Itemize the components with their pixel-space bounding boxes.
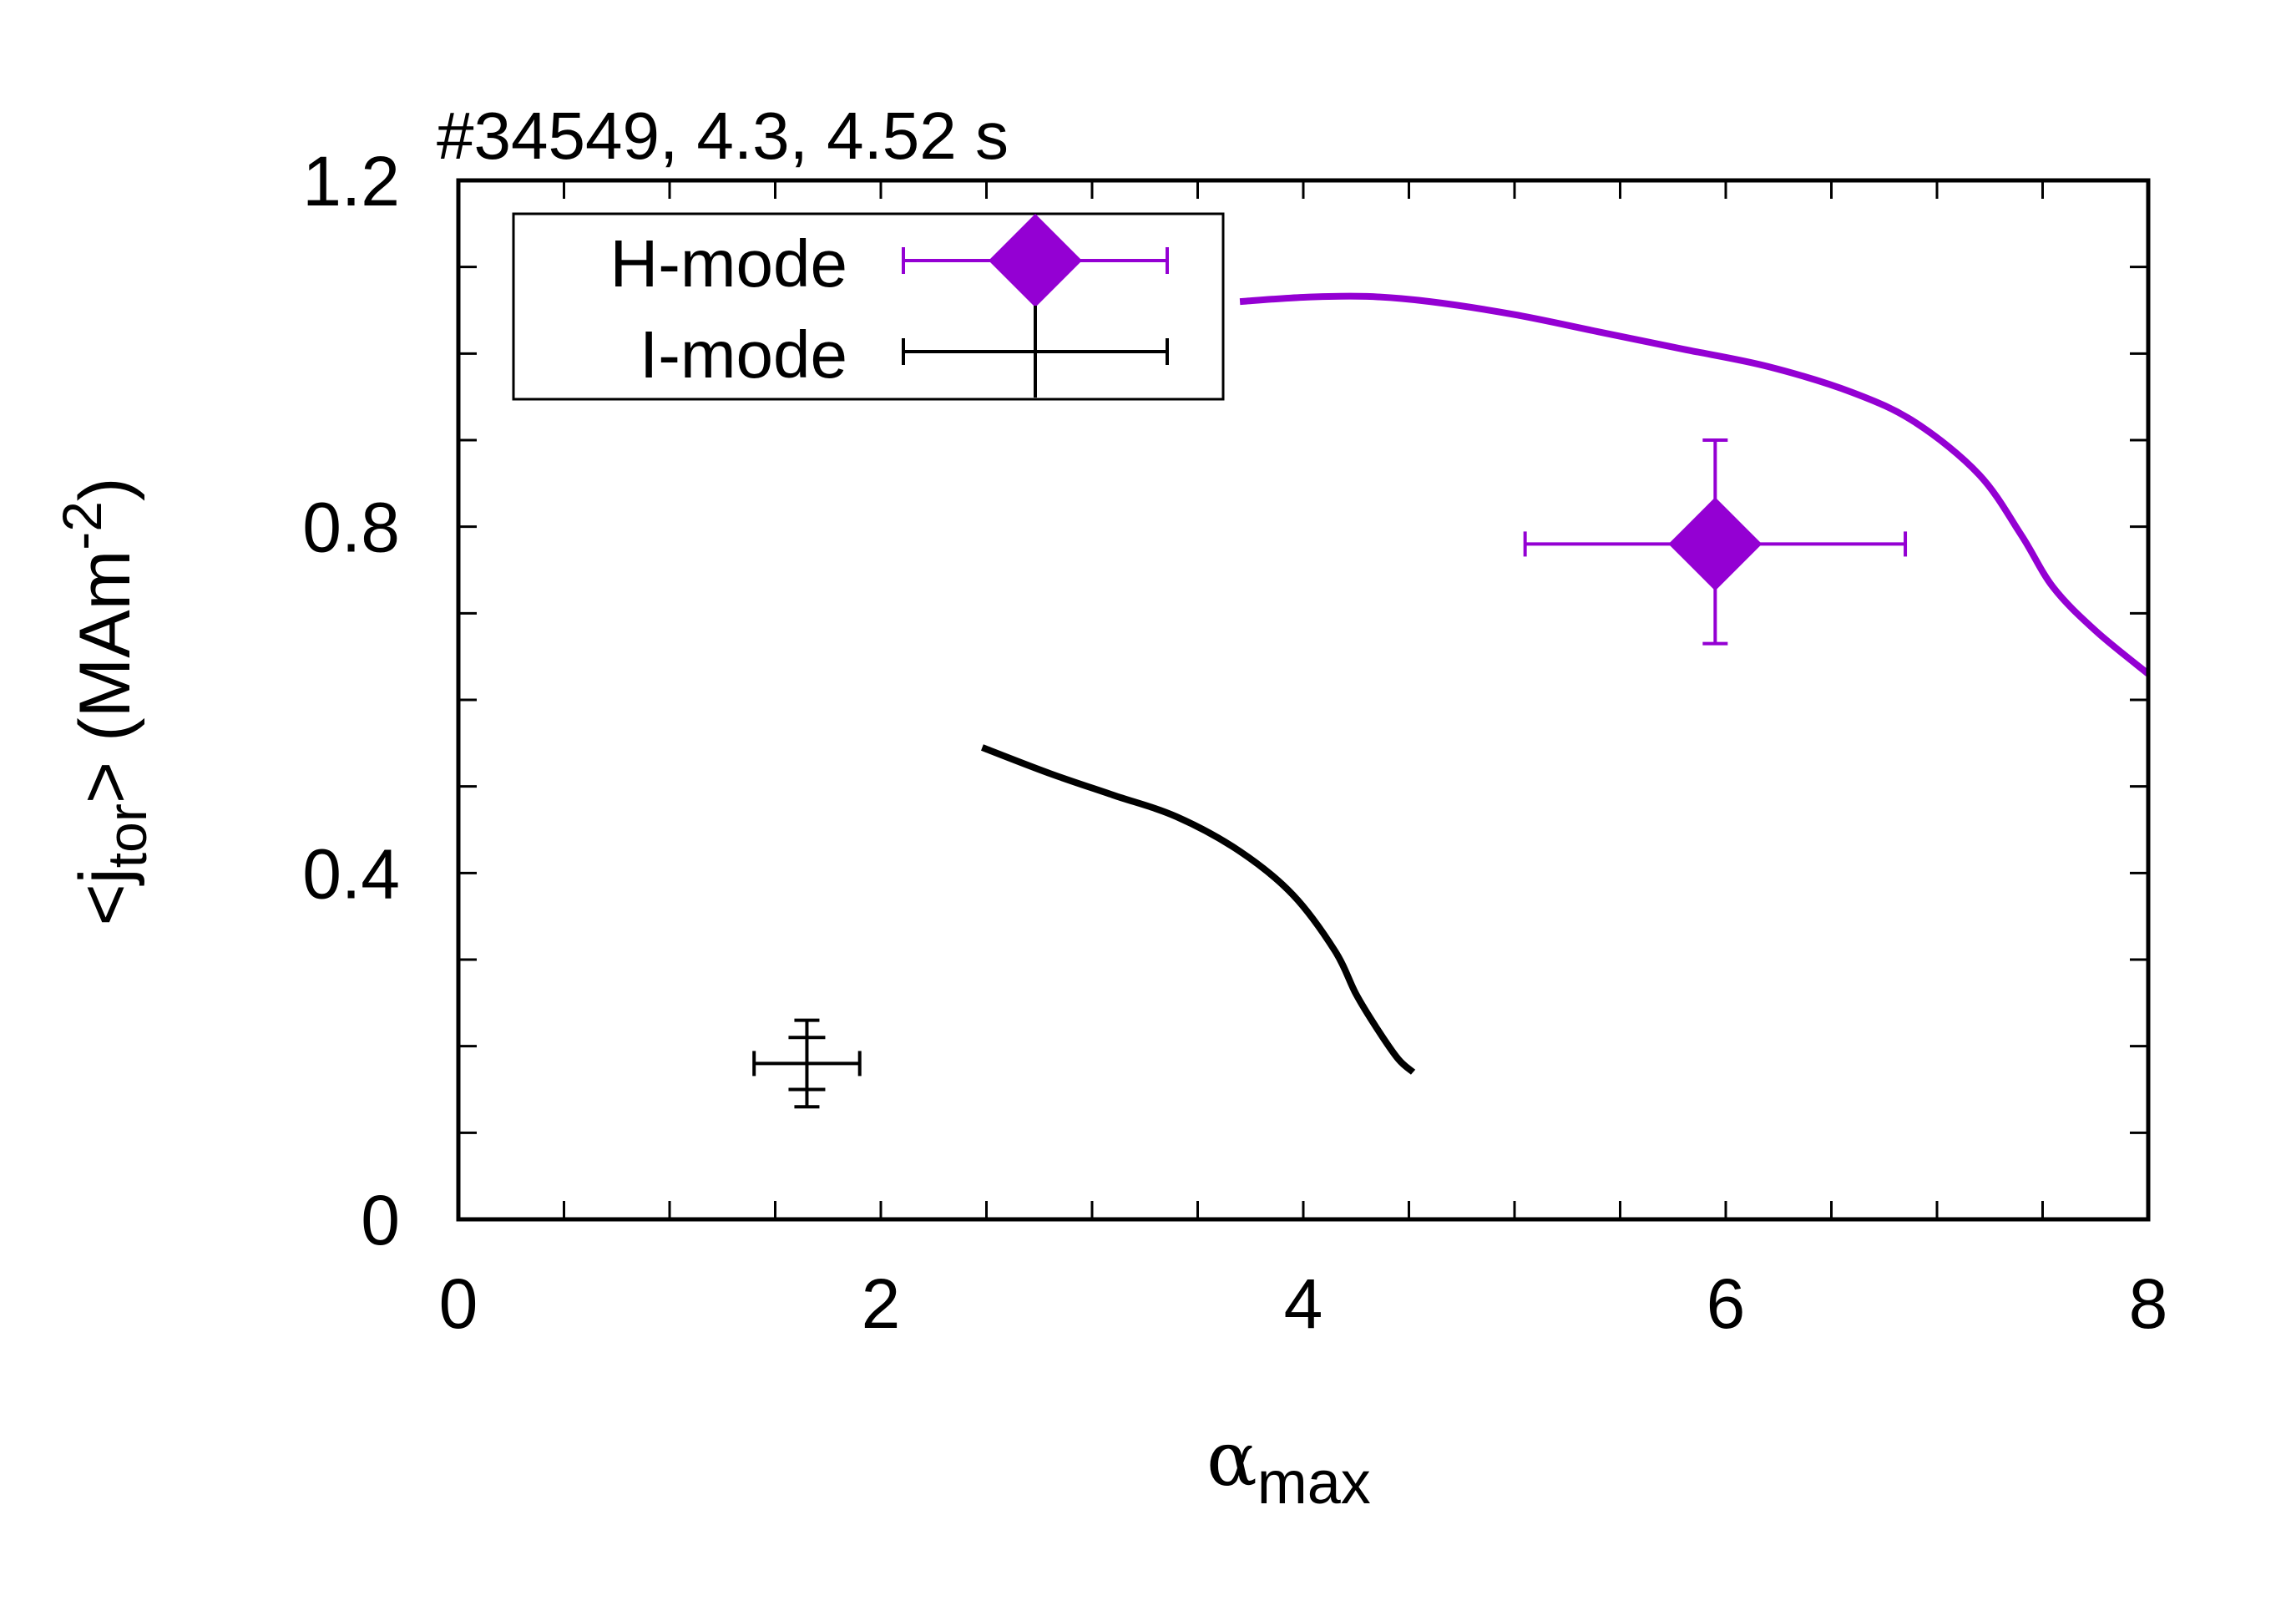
curve-h-mode — [1239, 292, 2151, 676]
marker-diamond-h-mode — [1668, 497, 1762, 591]
y-axis-title-post: > (MAm — [65, 550, 145, 803]
x-axis-title: αmax — [1206, 1416, 1371, 1517]
y-axis-title-end: ) — [65, 477, 145, 501]
y-axis-title-pre: <j — [65, 868, 145, 925]
chart-title: #34549, 4.3, 4.52 s — [437, 99, 1009, 173]
legend-sample-i-mode — [902, 306, 1169, 398]
legend-sample-h-mode — [902, 214, 1169, 307]
legend-box — [512, 212, 1225, 401]
series-layer — [752, 292, 2151, 1109]
y-axis-title-sup: -2 — [51, 501, 113, 550]
x-axis-title-base: α — [1206, 1416, 1257, 1503]
y-tick-label: 0.4 — [302, 834, 400, 913]
legend: H-mode I-mode — [512, 212, 1225, 401]
legend-marker-h-mode — [989, 214, 1082, 307]
y-tick-label: 1.2 — [302, 142, 400, 220]
plot-frame — [456, 178, 2151, 1222]
legend-label-i-mode: I-mode — [640, 317, 847, 392]
x-tick-label: 2 — [862, 1264, 901, 1343]
legend-label-h-mode: H-mode — [609, 226, 847, 301]
x-tick-label: 8 — [2129, 1264, 2168, 1343]
x-tick-label: 0 — [439, 1264, 478, 1343]
y-axis-title-sub: tor — [96, 803, 158, 868]
y-tick-label: 0.8 — [302, 489, 400, 567]
x-tick-label: 4 — [1284, 1264, 1323, 1343]
x-axis-title-sub: max — [1257, 1450, 1371, 1517]
x-tick-label: 6 — [1707, 1264, 1746, 1343]
y-tick-label: 0 — [361, 1181, 400, 1259]
y-axis-title: <jtor> (MAm-2) — [51, 477, 158, 925]
curve-i-mode — [981, 744, 1416, 1075]
axis-ticks — [458, 180, 2148, 1219]
axis-tick-labels: 0 2 4 6 8 0 0.4 0.8 1.2 — [302, 142, 2167, 1343]
